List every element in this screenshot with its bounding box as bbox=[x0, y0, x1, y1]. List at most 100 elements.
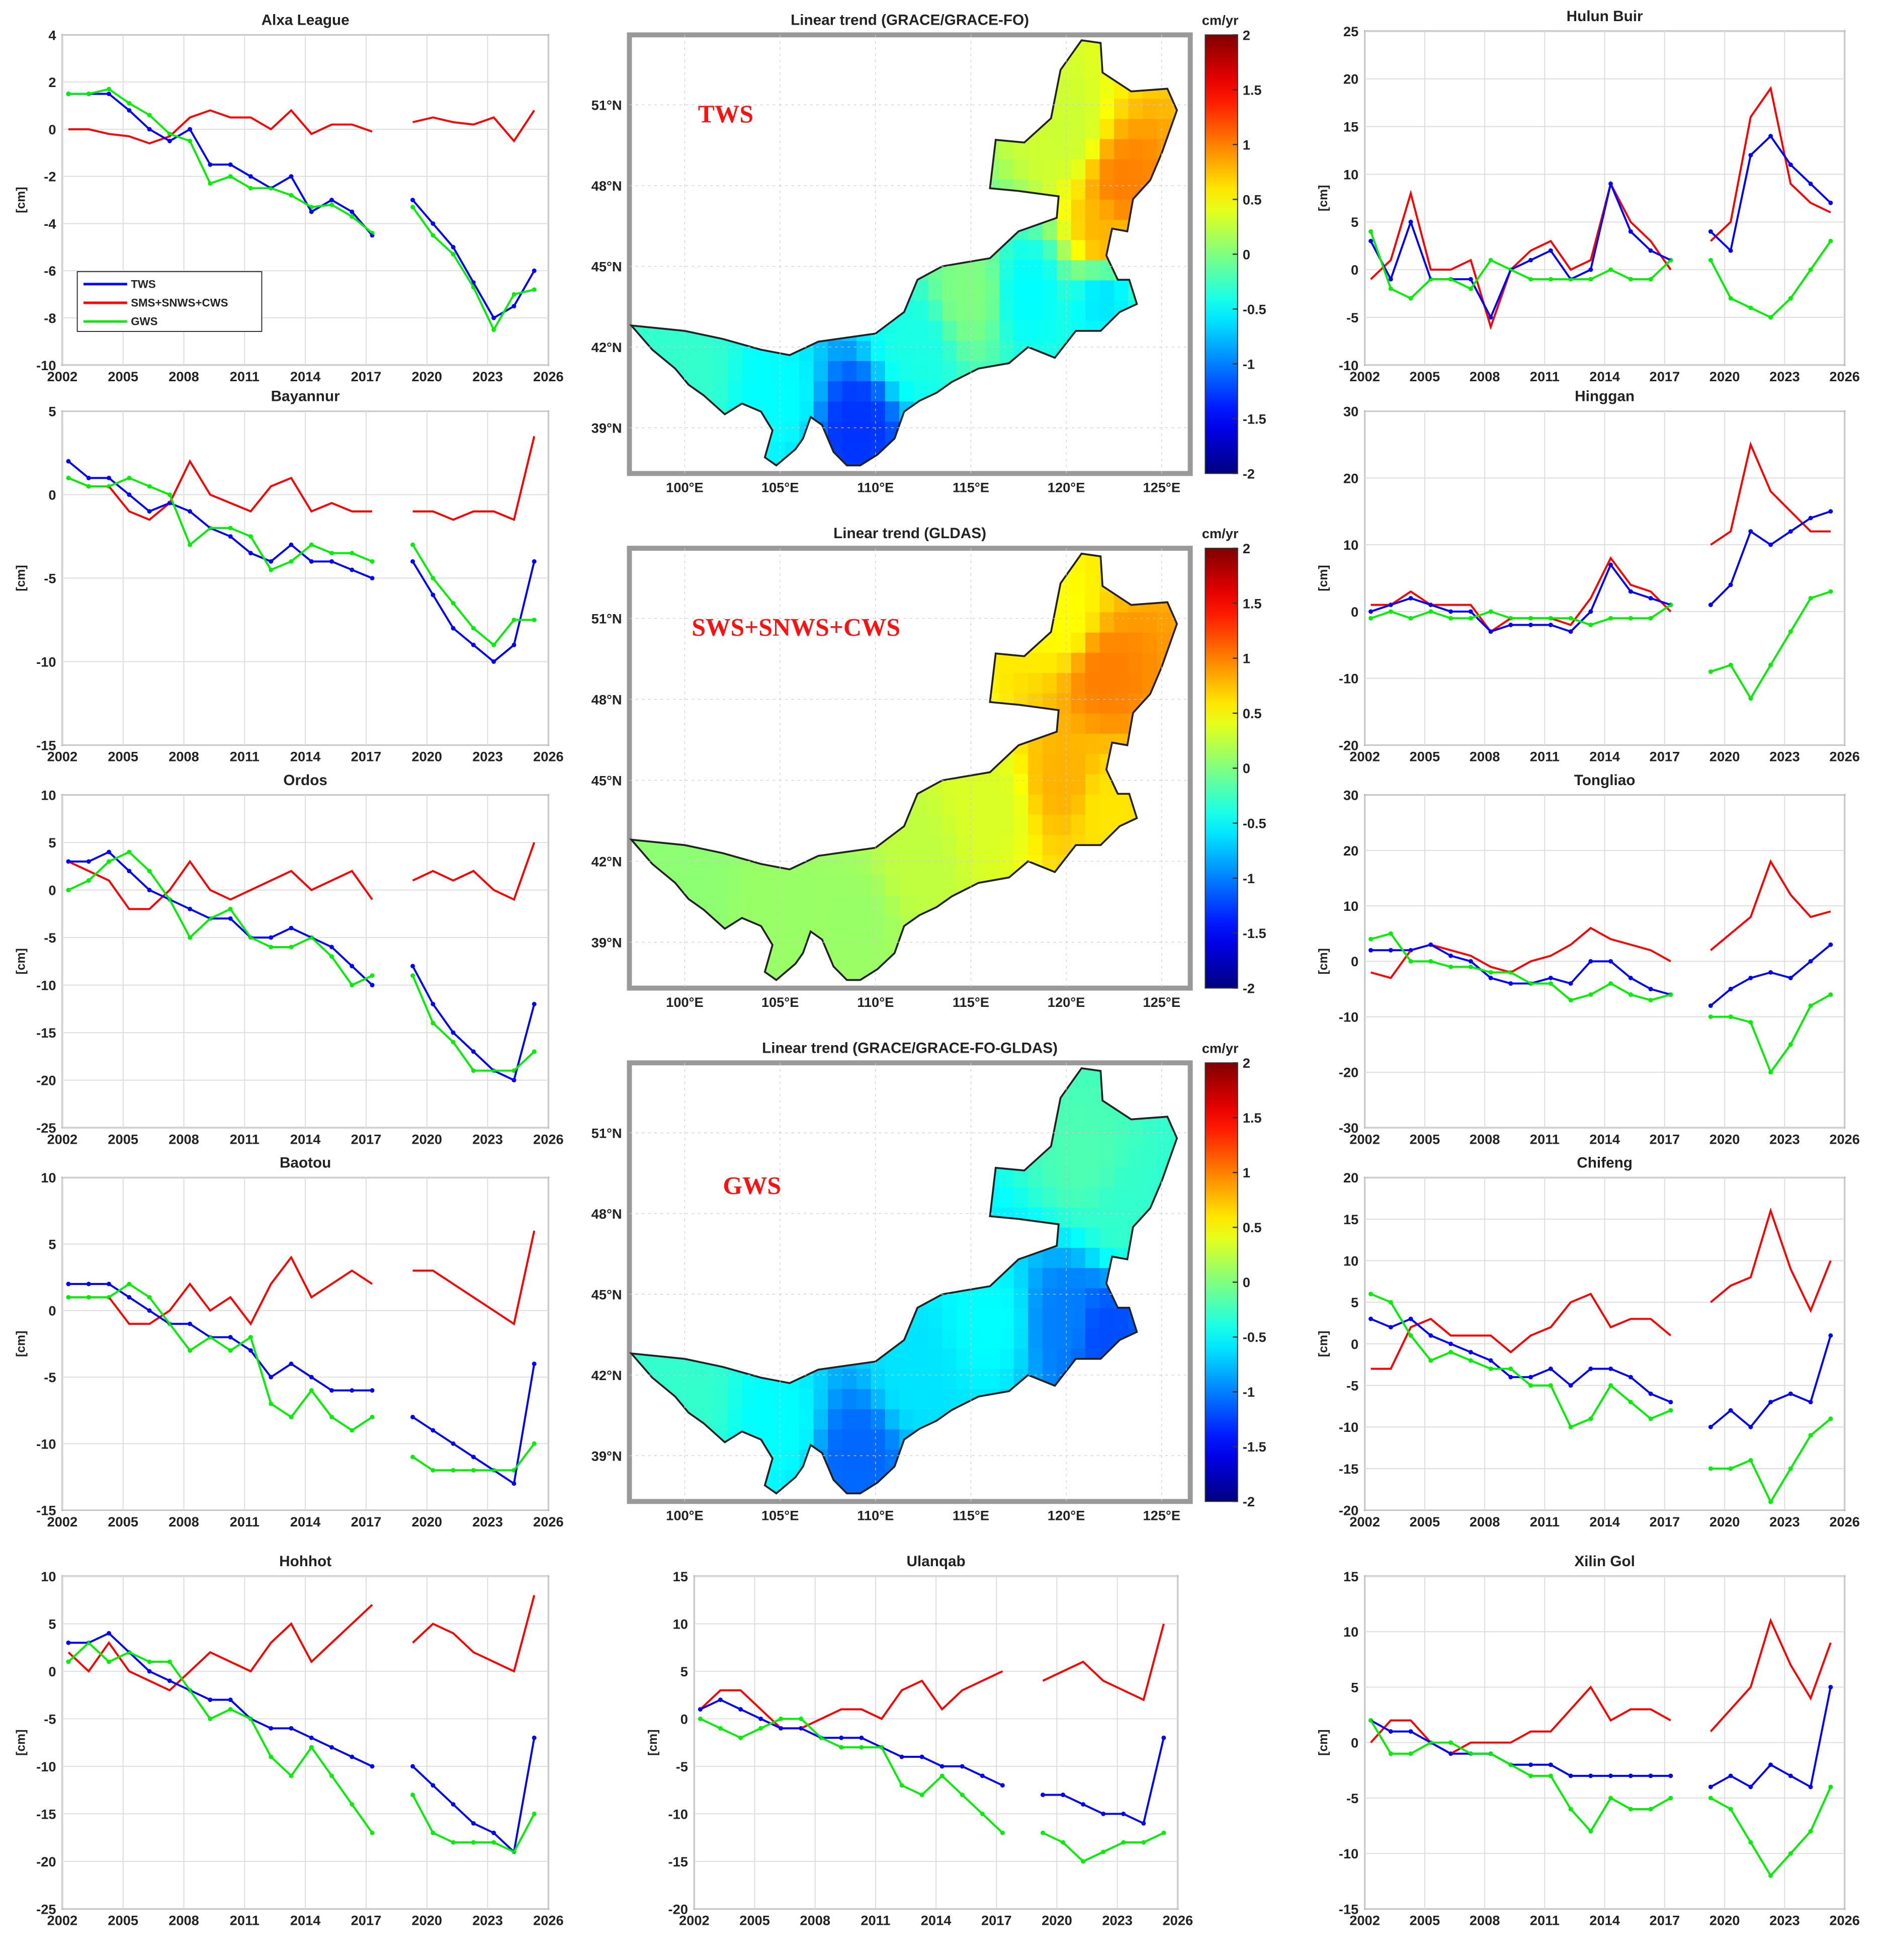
trend-cell bbox=[928, 280, 943, 301]
y-tick-label: 20 bbox=[1343, 71, 1358, 87]
trend-cell bbox=[827, 875, 843, 896]
trend-cell bbox=[1085, 794, 1100, 815]
y-tick-label: 30 bbox=[1343, 788, 1358, 803]
trend-cell bbox=[985, 794, 1000, 815]
x-tick-label: 2005 bbox=[108, 1514, 138, 1529]
trend-cell bbox=[971, 855, 986, 876]
series-line-SMS+SNWS+CWS bbox=[68, 860, 373, 910]
x-tick-label: 2014 bbox=[290, 1131, 321, 1147]
trend-cell bbox=[1114, 652, 1129, 673]
y-tick-label: 0 bbox=[1351, 604, 1358, 620]
trend-cell bbox=[1057, 672, 1072, 694]
y-tick-label: -20 bbox=[36, 1072, 56, 1088]
trend-cell bbox=[1071, 98, 1086, 119]
lat-tick-label: 51°N bbox=[591, 1125, 622, 1141]
trend-cell bbox=[1099, 179, 1115, 200]
lat-tick-label: 39°N bbox=[591, 420, 622, 436]
trend-cell bbox=[771, 1388, 786, 1409]
trend-cell bbox=[727, 380, 743, 402]
trend-cell bbox=[742, 1408, 757, 1430]
trend-cell bbox=[842, 1368, 858, 1389]
trend-cell bbox=[971, 1328, 986, 1349]
trend-cell bbox=[999, 794, 1015, 815]
x-tick-label: 2002 bbox=[1349, 369, 1380, 384]
trend-cell bbox=[785, 380, 800, 402]
x-tick-label: 2023 bbox=[1769, 369, 1800, 384]
y-tick-label: 0 bbox=[1351, 262, 1358, 278]
trend-cell bbox=[856, 360, 872, 382]
trend-cell bbox=[827, 400, 843, 422]
colorbar-tick-label: 0 bbox=[1243, 760, 1250, 776]
trend-cell bbox=[1099, 1227, 1115, 1248]
lat-tick-label: 51°N bbox=[591, 97, 622, 113]
trend-cell bbox=[842, 956, 858, 977]
trend-cell bbox=[742, 895, 757, 916]
series-line-GWS bbox=[68, 850, 373, 987]
trend-cell bbox=[956, 320, 972, 341]
x-tick-label: 2005 bbox=[739, 1913, 770, 1928]
series-line-TWS bbox=[411, 561, 536, 663]
colorbar-tick-label: -1.5 bbox=[1243, 925, 1266, 941]
colorbar-tick-label: -2 bbox=[1243, 1494, 1255, 1509]
trend-cell bbox=[813, 1428, 829, 1450]
trend-cell bbox=[885, 855, 900, 876]
trend-cell bbox=[1128, 138, 1144, 159]
trend-cell bbox=[1157, 98, 1172, 119]
y-tick-label: -15 bbox=[36, 1503, 56, 1518]
trend-cell bbox=[1099, 652, 1115, 673]
trend-cell bbox=[942, 794, 958, 815]
y-tick-label: 0 bbox=[48, 487, 56, 502]
series-line-GWS bbox=[412, 1443, 535, 1472]
x-tick-label: 2014 bbox=[1589, 1131, 1620, 1147]
x-tick-label: 2008 bbox=[1470, 749, 1500, 764]
series-line-GWS bbox=[1370, 604, 1671, 626]
trend-cell bbox=[1028, 300, 1043, 321]
y-axis-label: [cm] bbox=[15, 1730, 28, 1756]
trend-cell bbox=[1085, 219, 1100, 240]
trend-cell bbox=[713, 1408, 729, 1430]
y-tick-label: 10 bbox=[1343, 166, 1358, 182]
x-tick-label: 2026 bbox=[1829, 749, 1860, 764]
trend-cell bbox=[856, 895, 872, 916]
series-line-SMS+SNWS+CWS bbox=[412, 110, 535, 143]
trend-cell bbox=[999, 1348, 1015, 1369]
series-line-TWS bbox=[1710, 1335, 1832, 1429]
trend-cell bbox=[1071, 1146, 1086, 1167]
trend-cell bbox=[1099, 158, 1115, 180]
trend-cell bbox=[1085, 158, 1100, 180]
series-line-SMS+SNWS+CWS bbox=[412, 1230, 536, 1326]
trend-cell bbox=[1085, 1126, 1100, 1147]
y-tick-label: 0 bbox=[1351, 1336, 1358, 1352]
lat-tick-label: 42°N bbox=[591, 854, 622, 869]
trend-cell bbox=[885, 915, 900, 936]
series-line-SMS+SNWS+CWS bbox=[1370, 1685, 1671, 1755]
trend-cell bbox=[1142, 1146, 1158, 1167]
trend-cell bbox=[999, 1308, 1015, 1329]
x-tick-label: 2002 bbox=[1349, 1131, 1380, 1147]
trend-cell bbox=[1128, 672, 1144, 694]
trend-cell bbox=[885, 875, 900, 896]
chart-title: Hohhot bbox=[279, 1553, 331, 1570]
trend-cell bbox=[999, 320, 1015, 341]
trend-cell bbox=[928, 794, 943, 815]
colorbar-tick-label: -0.5 bbox=[1243, 1329, 1266, 1345]
series-line-TWS bbox=[1370, 1719, 1671, 1777]
legend-label: TWS bbox=[131, 278, 156, 290]
x-tick-label: 2020 bbox=[1709, 1913, 1740, 1928]
y-tick-label: 0 bbox=[48, 122, 56, 137]
colorbar-tick-label: 0.5 bbox=[1243, 1220, 1262, 1235]
trend-cell bbox=[971, 1348, 986, 1369]
trend-cell bbox=[942, 300, 958, 321]
series-line-TWS bbox=[412, 199, 535, 319]
x-tick-label: 2005 bbox=[108, 369, 138, 384]
trend-cell bbox=[1028, 814, 1043, 835]
trend-cell bbox=[699, 875, 714, 896]
series-line-SMS+SNWS+CWS bbox=[68, 1255, 373, 1326]
trend-cell bbox=[1142, 138, 1158, 159]
y-tick-label: 10 bbox=[673, 1616, 688, 1632]
y-tick-label: -10 bbox=[1339, 1419, 1358, 1435]
y-tick-label: 10 bbox=[1343, 1624, 1358, 1640]
trend-cell bbox=[928, 834, 943, 856]
trend-cell bbox=[699, 360, 714, 382]
